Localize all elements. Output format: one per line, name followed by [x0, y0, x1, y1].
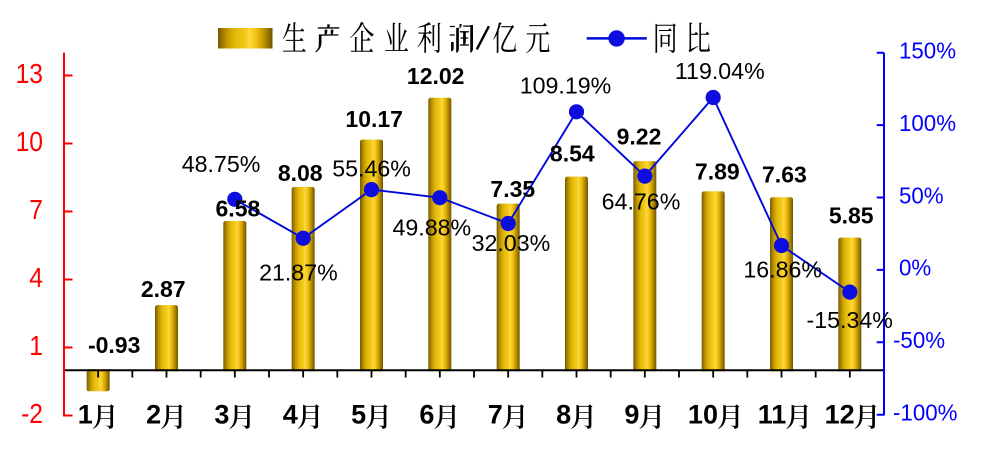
svg-text:7.63: 7.63 — [762, 161, 807, 187]
svg-text:-50%: -50% — [893, 327, 945, 353]
svg-text:9.22: 9.22 — [617, 123, 662, 149]
svg-text:7.89: 7.89 — [695, 159, 740, 185]
svg-text:10.17: 10.17 — [345, 106, 403, 132]
svg-text:-15.34%: -15.34% — [807, 307, 893, 333]
svg-text:8: 8 — [556, 400, 571, 430]
svg-text:5.85: 5.85 — [829, 202, 874, 228]
svg-text:48.75%: 48.75% — [182, 151, 261, 177]
svg-text:13: 13 — [16, 57, 43, 89]
svg-text:1: 1 — [29, 329, 43, 361]
svg-text:16.86%: 16.86% — [743, 256, 822, 282]
svg-text:7: 7 — [29, 193, 43, 225]
svg-text:6: 6 — [419, 400, 434, 430]
svg-text:11: 11 — [758, 400, 787, 430]
svg-text:3: 3 — [214, 400, 229, 430]
svg-text:8.54: 8.54 — [550, 140, 595, 166]
svg-text:9: 9 — [624, 400, 639, 430]
svg-text:4: 4 — [283, 400, 298, 430]
svg-text:4: 4 — [29, 261, 43, 293]
svg-text:-2: -2 — [21, 397, 43, 429]
svg-text:2: 2 — [146, 400, 161, 430]
svg-text:-0.93: -0.93 — [88, 332, 140, 358]
svg-text:21.87%: 21.87% — [259, 259, 338, 285]
svg-text:50%: 50% — [899, 182, 944, 208]
svg-text:12.02: 12.02 — [407, 63, 465, 89]
svg-text:7: 7 — [488, 400, 503, 430]
svg-text:55.46%: 55.46% — [332, 156, 411, 182]
svg-text:100%: 100% — [899, 110, 956, 136]
svg-text:150%: 150% — [899, 37, 956, 63]
svg-text:12: 12 — [825, 400, 855, 430]
svg-text:10: 10 — [16, 125, 43, 157]
svg-text:32.03%: 32.03% — [472, 230, 551, 256]
svg-text:1: 1 — [78, 400, 93, 430]
svg-text:10: 10 — [688, 400, 718, 430]
svg-text:7.35: 7.35 — [490, 176, 535, 202]
svg-text:2.87: 2.87 — [141, 276, 186, 302]
svg-text:-100%: -100% — [893, 399, 957, 425]
svg-text:0%: 0% — [899, 254, 931, 280]
svg-text:109.19%: 109.19% — [520, 73, 612, 99]
svg-text:119.04%: 119.04% — [675, 58, 765, 84]
svg-text:5: 5 — [351, 400, 366, 430]
svg-text:6.58: 6.58 — [216, 195, 261, 221]
svg-text:49.88%: 49.88% — [392, 215, 471, 241]
svg-text:64.76%: 64.76% — [602, 189, 681, 215]
svg-text:8.08: 8.08 — [278, 160, 323, 186]
